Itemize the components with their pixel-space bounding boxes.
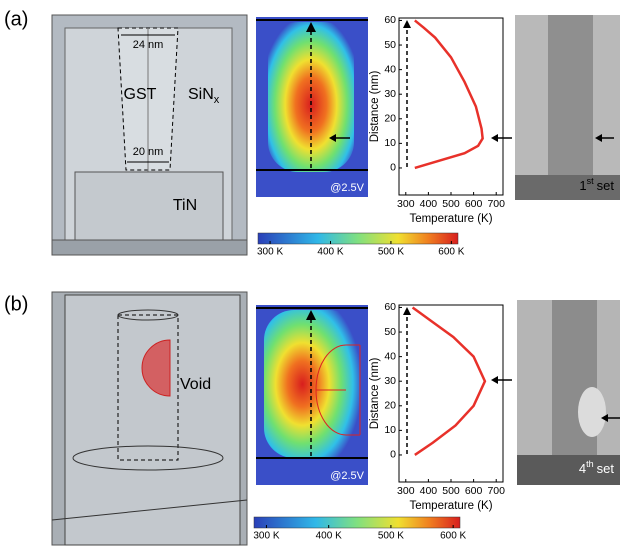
arrowhead <box>403 307 411 315</box>
colorbar-label: 400 K <box>316 531 342 542</box>
x-tick-label: 300 <box>397 198 415 210</box>
x-tick-label: 300 <box>397 485 415 497</box>
y-axis-label: Distance (nm) <box>369 71 381 143</box>
y-tick-label: 10 <box>384 424 396 436</box>
y-tick-label: 40 <box>384 63 396 75</box>
arrowhead <box>491 134 498 142</box>
superscript: th <box>586 459 594 469</box>
y-tick-label: 0 <box>390 162 396 174</box>
substrate <box>51 239 248 256</box>
colorbar-label: 300 K <box>257 247 283 258</box>
arrowhead <box>306 22 316 32</box>
cylinder <box>64 294 241 546</box>
x-tick-label: 700 <box>487 485 505 497</box>
set-text: set <box>597 178 615 193</box>
y-tick-label: 30 <box>384 375 396 387</box>
y-tick-label: 50 <box>384 39 396 51</box>
subscript: x <box>214 94 220 106</box>
material-label: GST <box>124 86 157 103</box>
electrode <box>74 171 224 241</box>
set-label: 4th set <box>579 459 614 476</box>
plot-frame <box>398 17 504 196</box>
x-axis-label: Temperature (K) <box>409 500 492 512</box>
x-tick-label: 400 <box>420 485 438 497</box>
colorbar-label: 600 K <box>438 247 464 258</box>
tem-base <box>515 175 620 200</box>
bias-label: @2.5V <box>330 182 364 194</box>
cylinder-edge <box>117 309 179 321</box>
set-number: 1 <box>579 178 586 193</box>
y-tick-label: 20 <box>384 113 396 125</box>
y-tick-label: 60 <box>384 301 396 313</box>
colorbar-label: 400 K <box>317 247 343 258</box>
arrowhead <box>306 310 316 320</box>
void <box>141 339 171 397</box>
panel-label: (a) <box>4 8 28 30</box>
y-tick-label: 50 <box>384 326 396 338</box>
panel-label: (b) <box>4 293 28 315</box>
y-tick-label: 0 <box>390 449 396 461</box>
plot-frame <box>398 304 504 483</box>
set-label: 1st set <box>579 176 614 193</box>
x-tick-label: 600 <box>465 485 483 497</box>
y-axis-label: Distance (nm) <box>369 358 381 430</box>
colorbar-label: 500 K <box>378 531 404 542</box>
edge <box>51 499 248 521</box>
y-tick-label: 60 <box>384 14 396 26</box>
superscript: st <box>587 176 595 186</box>
y-tick-label: 30 <box>384 88 396 100</box>
bias-label: @2.5V <box>330 470 364 482</box>
material-label: SiN <box>188 86 214 103</box>
x-tick-label: 500 <box>442 485 460 497</box>
dimension-label: 20 nm <box>133 146 164 158</box>
tem-column <box>548 15 593 180</box>
set-number: 4 <box>579 461 586 476</box>
arrowhead <box>403 20 411 28</box>
colorbar-label: 600 K <box>440 531 466 542</box>
void-outline <box>315 344 361 436</box>
y-tick-label: 40 <box>384 350 396 362</box>
material-label: SiNx <box>188 86 220 106</box>
void-label: Void <box>180 376 211 393</box>
set-text: set <box>597 461 615 476</box>
x-tick-label: 500 <box>442 198 460 210</box>
y-tick-label: 10 <box>384 137 396 149</box>
colorbar <box>253 516 461 529</box>
y-tick-label: 20 <box>384 400 396 412</box>
dimension-label: 24 nm <box>133 39 164 51</box>
x-tick-label: 700 <box>487 198 505 210</box>
arrowhead <box>595 134 602 142</box>
arrowhead <box>601 414 608 422</box>
material-label: TiN <box>173 197 197 214</box>
x-axis-label: Temperature (K) <box>409 213 492 225</box>
heatmap-hot <box>264 310 360 458</box>
cylinder-edge <box>72 445 224 471</box>
curve <box>411 306 487 456</box>
arrowhead <box>329 134 336 142</box>
colorbar-label: 500 K <box>378 247 404 258</box>
cone <box>117 314 179 461</box>
tem-base <box>517 455 620 485</box>
colorbar <box>257 232 459 245</box>
arrowhead <box>491 376 498 384</box>
tem-void <box>578 387 606 437</box>
x-tick-label: 600 <box>465 198 483 210</box>
x-tick-label: 400 <box>420 198 438 210</box>
curve <box>414 19 484 170</box>
colorbar-label: 300 K <box>253 531 279 542</box>
